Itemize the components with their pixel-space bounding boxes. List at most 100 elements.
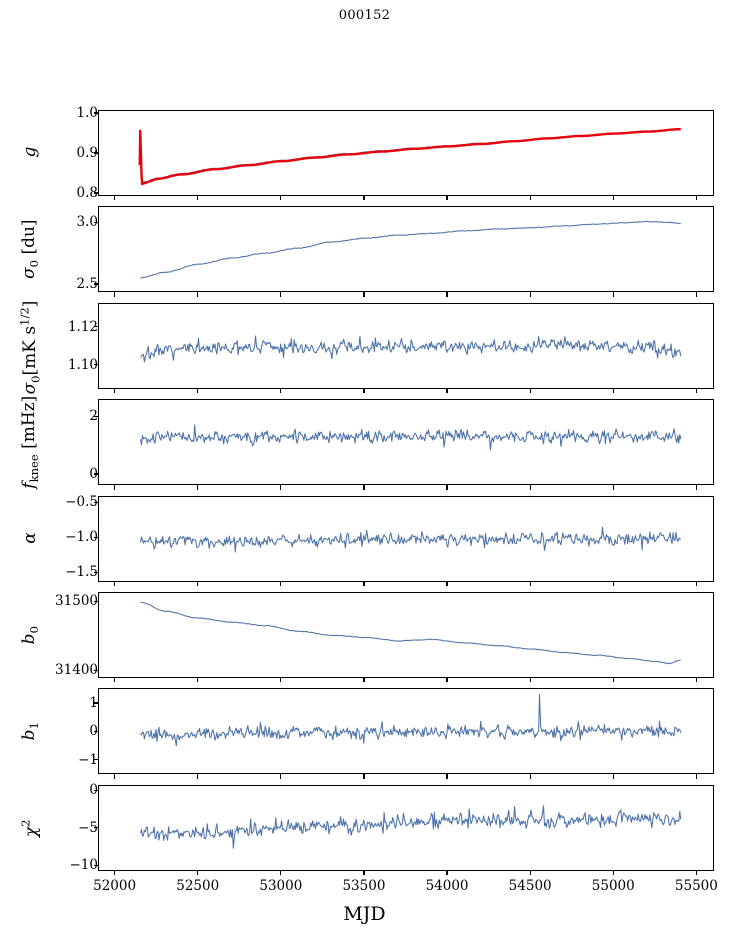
y-tick-mark	[93, 730, 98, 732]
chart-panel-f-knee	[98, 399, 715, 486]
series-gain-fit	[138, 128, 681, 186]
x-tick-mark	[612, 388, 614, 394]
x-tick-mark	[280, 485, 282, 490]
x-tick-mark	[114, 678, 116, 683]
y-tick-label: 0	[0, 723, 105, 739]
x-tick-mark	[280, 292, 282, 297]
y-tick-mark	[93, 864, 98, 866]
x-tick-label: 55000	[591, 877, 635, 894]
figure-title: 000152	[338, 8, 391, 23]
y-tick-mark	[93, 415, 98, 417]
y-tick-label: 31400	[55, 662, 98, 679]
series-b1	[140, 694, 682, 747]
y-tick-label: 1.10	[67, 356, 98, 373]
x-tick-mark	[363, 870, 365, 876]
y-tick-mark	[93, 789, 98, 791]
series-alpha	[140, 526, 682, 553]
x-tick-mark	[695, 581, 697, 586]
y-tick-label: 1.0	[76, 105, 98, 121]
x-tick-mark	[363, 774, 365, 779]
x-tick-mark	[529, 870, 531, 876]
x-tick-mark	[529, 581, 531, 586]
x-tick-mark	[197, 196, 199, 201]
x-tick-mark	[197, 774, 199, 779]
y-tick-label: −0.5	[65, 494, 98, 511]
y-tick-mark	[93, 702, 98, 704]
series-sigma0-mk	[140, 335, 682, 363]
y-tick-mark	[93, 571, 98, 573]
y-axis-label-chi2: χ2	[18, 819, 42, 837]
y-tick-label: 1	[0, 695, 105, 711]
x-tick-mark	[695, 870, 697, 876]
x-tick-mark	[612, 581, 614, 586]
y-tick-label: 3.0	[76, 214, 98, 231]
y-tick-mark	[93, 669, 98, 671]
chart-panel-sigma0-du	[98, 206, 715, 293]
x-tick-mark	[114, 485, 116, 490]
x-tick-label: 54000	[425, 877, 469, 894]
x-tick-mark	[363, 581, 365, 586]
y-tick-label: −1.5	[65, 564, 98, 581]
panel-plot-area	[140, 526, 682, 553]
series-gain-data	[140, 128, 681, 185]
x-tick-mark	[114, 870, 116, 876]
panel-plot-area	[140, 601, 681, 665]
x-tick-label: 54500	[508, 877, 552, 894]
chart-panel-alpha	[98, 495, 715, 582]
x-tick-mark	[446, 292, 448, 297]
x-tick-mark	[446, 485, 448, 490]
y-tick-mark	[93, 112, 98, 114]
x-tick-mark	[529, 196, 531, 201]
chart-panel-sigma0-mk	[98, 302, 715, 389]
x-tick-mark	[612, 292, 614, 297]
y-tick-label: 0.8	[76, 185, 98, 201]
chart-panel-b1	[98, 688, 715, 775]
x-tick-mark	[529, 774, 531, 779]
panel-plot-area	[140, 221, 681, 279]
y-tick-label: 2.5	[76, 275, 98, 292]
x-tick-mark	[197, 581, 199, 586]
x-tick-mark	[446, 581, 448, 586]
x-tick-label: 53000	[259, 877, 303, 894]
series-f-knee	[140, 424, 682, 451]
x-tick-mark	[695, 292, 697, 297]
x-tick-mark	[695, 196, 697, 201]
x-tick-mark	[114, 774, 116, 779]
x-tick-mark	[280, 196, 282, 201]
y-tick-label: 0	[0, 466, 105, 482]
x-tick-mark	[197, 388, 199, 394]
x-tick-mark	[612, 870, 614, 876]
x-tick-mark	[529, 485, 531, 490]
x-tick-mark	[197, 678, 199, 683]
x-axis-label: MJD	[343, 902, 386, 925]
y-tick-mark	[93, 326, 98, 328]
y-tick-label: −1	[78, 751, 98, 768]
x-tick-mark	[695, 388, 697, 394]
y-tick-mark	[93, 600, 98, 602]
x-tick-mark	[529, 292, 531, 297]
x-tick-mark	[363, 292, 365, 297]
y-tick-label: −5	[78, 819, 98, 836]
series-chi2	[140, 805, 682, 849]
x-tick-mark	[612, 485, 614, 490]
y-tick-label: −10	[69, 857, 99, 874]
series-b0	[140, 601, 681, 665]
x-tick-mark	[280, 774, 282, 779]
panel-plot-area	[140, 805, 682, 849]
x-tick-mark	[280, 388, 282, 394]
x-tick-mark	[114, 196, 116, 201]
y-tick-mark	[93, 536, 98, 538]
x-tick-mark	[529, 388, 531, 394]
y-tick-label: 0	[0, 782, 105, 798]
x-tick-mark	[280, 581, 282, 586]
y-tick-mark	[93, 192, 98, 194]
y-tick-label: 31500	[55, 593, 98, 610]
x-tick-mark	[446, 388, 448, 394]
series-sigma0-du	[140, 221, 681, 279]
x-tick-mark	[446, 678, 448, 683]
x-tick-mark	[114, 388, 116, 394]
x-tick-mark	[695, 774, 697, 779]
y-tick-mark	[93, 152, 98, 154]
chart-panel-chi2	[98, 784, 715, 871]
